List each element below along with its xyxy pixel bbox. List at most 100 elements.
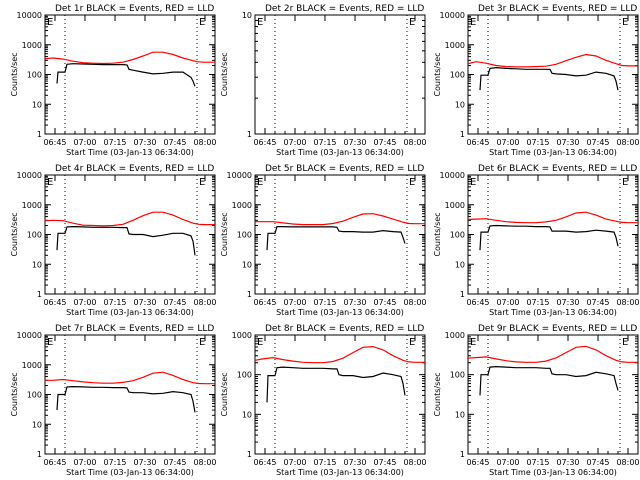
y-tick-label: 1000 <box>445 41 465 50</box>
lld-series-line <box>44 211 215 227</box>
y-tick-label: 100 <box>450 71 465 80</box>
plot-frame <box>254 174 426 295</box>
y-tick-label: 1 <box>37 450 42 459</box>
x-tick-label: 08:00 <box>403 138 426 147</box>
x-tick-label: 07:45 <box>163 458 186 467</box>
y-tick-label: 10000 <box>17 171 42 180</box>
corner-mark: E <box>199 177 205 188</box>
x-tick-label: 07:15 <box>526 458 549 467</box>
x-tick-label: 07:30 <box>556 138 579 147</box>
x-tick-label: 07:30 <box>343 138 366 147</box>
y-tick-label: 10000 <box>440 171 465 180</box>
y-tick-label: 100 <box>27 231 42 240</box>
x-tick-label: 07:00 <box>73 298 96 307</box>
corner-mark: E <box>409 177 415 188</box>
x-tick-label: 07:00 <box>496 298 519 307</box>
corner-mark: E <box>257 177 263 188</box>
y-tick-label: 1 <box>247 450 252 459</box>
x-tick-label: 07:45 <box>586 138 609 147</box>
plot-frame <box>254 14 426 135</box>
y-tick-label: 1000 <box>22 361 42 370</box>
corner-mark: E <box>470 177 476 188</box>
x-tick-label: 07:30 <box>133 138 156 147</box>
y-tick-label: 1 <box>37 290 42 299</box>
corner-mark: E <box>257 17 263 28</box>
x-tick-label: 07:15 <box>526 138 549 147</box>
corner-mark: E <box>409 17 415 28</box>
x-tick-label: 07:15 <box>313 458 336 467</box>
corner-mark: E <box>47 17 53 28</box>
x-tick-label: 07:15 <box>103 138 126 147</box>
x-tick-label: 07:15 <box>526 298 549 307</box>
x-tick-label: 07:00 <box>283 298 306 307</box>
y-tick-label: 1000 <box>445 331 465 340</box>
x-tick-label: 06:45 <box>466 138 489 147</box>
x-axis-label: Start Time (03-Jan-13 06:34:00) <box>66 308 194 317</box>
y-tick-label: 100 <box>237 371 252 380</box>
y-tick-label: 1 <box>460 130 465 139</box>
corner-mark: E <box>470 337 476 348</box>
x-tick-label: 08:00 <box>193 138 216 147</box>
y-tick-label: 10 <box>455 410 465 419</box>
x-tick-label: 08:00 <box>403 298 426 307</box>
x-tick-label: 06:45 <box>466 458 489 467</box>
x-tick-label: 07:15 <box>313 138 336 147</box>
corner-mark: E <box>409 337 415 348</box>
y-tick-label: 100 <box>450 371 465 380</box>
y-tick-label: 1 <box>460 290 465 299</box>
x-tick-label: 07:30 <box>556 458 579 467</box>
x-tick-label: 07:00 <box>496 458 519 467</box>
x-tick-label: 08:00 <box>403 458 426 467</box>
chart-title: Det 5r BLACK = Events, RED = LLD <box>265 164 424 174</box>
y-tick-label: 1 <box>247 130 252 139</box>
plot-frame <box>44 14 216 135</box>
x-tick-label: 07:15 <box>103 298 126 307</box>
x-tick-label: 07:00 <box>73 458 96 467</box>
plot-frame <box>254 334 426 455</box>
y-tick-label: 10 <box>32 420 42 429</box>
chart-title: Det 2r BLACK = Events, RED = LLD <box>265 4 424 14</box>
x-axis-label: Start Time (03-Jan-13 06:34:00) <box>66 468 194 477</box>
plot-frame <box>467 174 639 295</box>
x-tick-label: 07:45 <box>586 298 609 307</box>
y-tick-label: 10 <box>242 11 252 20</box>
y-tick-label: 1 <box>247 290 252 299</box>
y-axis-label: Counts/sec <box>433 372 442 416</box>
y-tick-label: 100 <box>237 231 252 240</box>
y-tick-label: 10000 <box>440 11 465 20</box>
x-tick-label: 08:00 <box>616 138 639 147</box>
corner-mark: E <box>199 337 205 348</box>
corner-mark: E <box>199 17 205 28</box>
x-tick-label: 07:00 <box>283 458 306 467</box>
y-tick-label: 10 <box>242 260 252 269</box>
y-tick-label: 100 <box>27 71 42 80</box>
x-tick-label: 08:00 <box>193 298 216 307</box>
y-axis-label: Counts/sec <box>10 52 19 96</box>
y-axis-label: Counts/sec <box>10 372 19 416</box>
y-tick-label: 10000 <box>227 171 252 180</box>
lld-series-line <box>467 53 638 68</box>
x-tick-label: 07:30 <box>343 458 366 467</box>
y-axis-label: Counts/sec <box>433 52 442 96</box>
y-tick-label: 1000 <box>22 41 42 50</box>
x-axis-label: Start Time (03-Jan-13 06:34:00) <box>276 148 404 157</box>
events-series-line <box>56 225 196 256</box>
x-tick-label: 06:45 <box>253 458 276 467</box>
x-tick-label: 06:45 <box>466 298 489 307</box>
y-axis-label: Counts/sec <box>10 212 19 256</box>
x-tick-label: 06:45 <box>43 138 66 147</box>
x-tick-label: 07:45 <box>586 458 609 467</box>
y-tick-label: 10 <box>32 260 42 269</box>
corner-mark: E <box>622 177 628 188</box>
lld-series-line <box>467 345 638 363</box>
x-tick-label: 06:45 <box>253 298 276 307</box>
